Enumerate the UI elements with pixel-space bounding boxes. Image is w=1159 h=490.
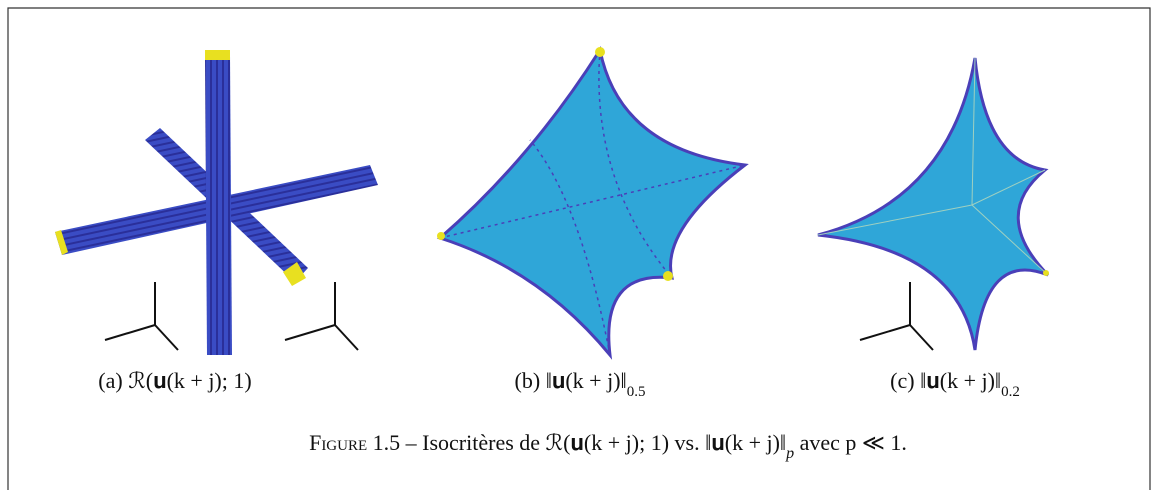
caption-rest: avec p ≪ 1. xyxy=(794,430,907,455)
axes-b xyxy=(284,282,359,351)
subcaption-b: (b) ‖𝐮(k + j)‖0.5 xyxy=(515,368,646,400)
figure-frame xyxy=(7,7,1151,490)
formula: ‖𝐮(k + j)‖ xyxy=(546,368,627,393)
subcaption-a: (a) ℛ(𝐮(k + j); 1) xyxy=(98,368,251,393)
formula: ℛ(𝐮(k + j); 1) xyxy=(128,368,251,393)
render-b xyxy=(437,46,749,360)
axes-c xyxy=(859,282,934,351)
label: (b) xyxy=(515,368,541,393)
label: (c) xyxy=(890,368,914,393)
subcaption-c: (c) ‖𝐮(k + j)‖0.2 xyxy=(890,368,1020,400)
subscript: 0.5 xyxy=(627,384,646,400)
figure-label: Figure 1.5 xyxy=(309,430,400,455)
render-c xyxy=(817,57,1050,351)
axes-a xyxy=(104,282,179,351)
formula: ‖𝐮(k + j)‖ xyxy=(920,368,1001,393)
subscript: 0.2 xyxy=(1001,384,1020,400)
label: (a) xyxy=(98,368,122,393)
render-a xyxy=(55,50,378,355)
caption-subscript: p xyxy=(785,445,794,462)
caption: Figure 1.5 – Isocritères de ℛ(𝐮(k + j); … xyxy=(309,430,907,462)
caption-text: – Isocritères de ℛ(𝐮(k + j); 1) vs. ‖𝐮(k… xyxy=(405,430,786,455)
